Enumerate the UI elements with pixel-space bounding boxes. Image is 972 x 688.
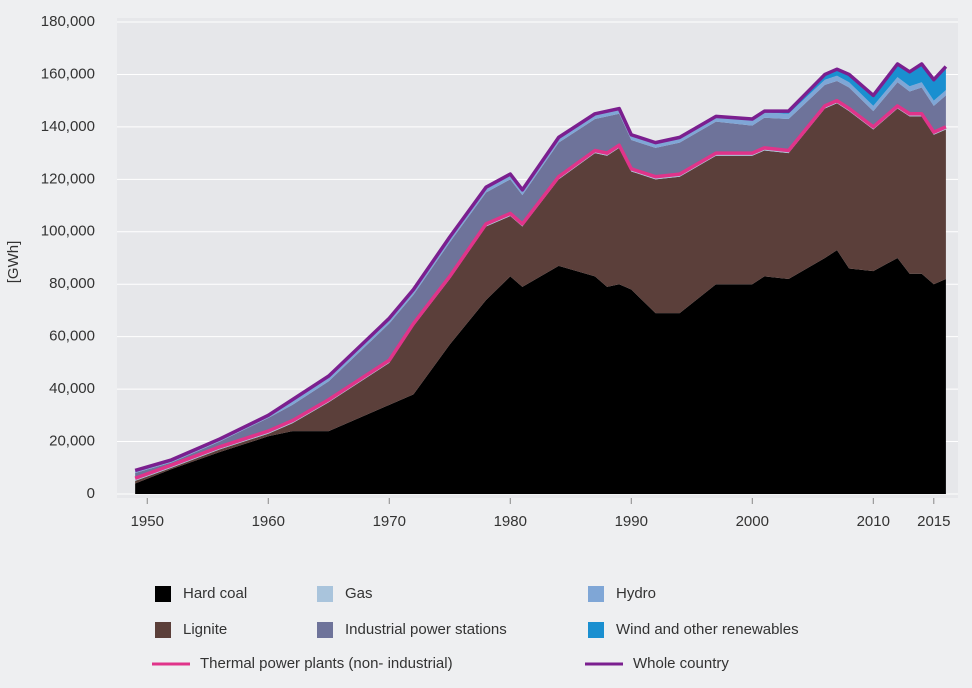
x-tick-label: 1960 [252,513,285,530]
legend-label: Lignite [183,621,227,638]
x-tick-label: 2015 [917,513,950,530]
legend-swatch [588,586,604,602]
line [134,98,947,480]
x-tick-label: 1980 [494,513,527,530]
y-tick-label: 0 [87,485,95,502]
legend-label: Wind and other renewables [616,621,799,638]
legend-swatch [155,622,171,638]
x-tick-label: 2000 [736,513,769,530]
legend-swatch [317,622,333,638]
x-tick-label: 2010 [857,513,890,530]
y-tick-label: 60,000 [49,328,95,345]
legend-label: Industrial power stations [345,621,507,638]
y-tick-label: 20,000 [49,433,95,450]
y-axis-label: [GWh] [5,241,22,284]
legend-label: Whole country [633,655,729,672]
y-tick-label: 180,000 [41,13,95,30]
y-tick-label: 140,000 [41,118,95,135]
line [134,62,948,473]
area [135,81,946,479]
x-tick-label: 1990 [615,513,648,530]
legend-label: Gas [345,585,373,602]
legend-swatch [317,586,333,602]
area [135,250,946,494]
x-tick-label: 1970 [373,513,406,530]
area [135,103,946,484]
legend-label: Thermal power plants (non- industrial) [200,655,453,672]
y-tick-label: 160,000 [41,65,95,82]
y-tick-label: 80,000 [49,275,95,292]
y-tick-label: 40,000 [49,380,95,397]
legend-swatch [588,622,604,638]
y-tick-label: 100,000 [41,223,95,240]
x-tick-label: 1950 [131,513,164,530]
y-tick-label: 120,000 [41,170,95,187]
legend-label: Hydro [616,585,656,602]
legend-swatch [155,586,171,602]
legend-label: Hard coal [183,585,247,602]
